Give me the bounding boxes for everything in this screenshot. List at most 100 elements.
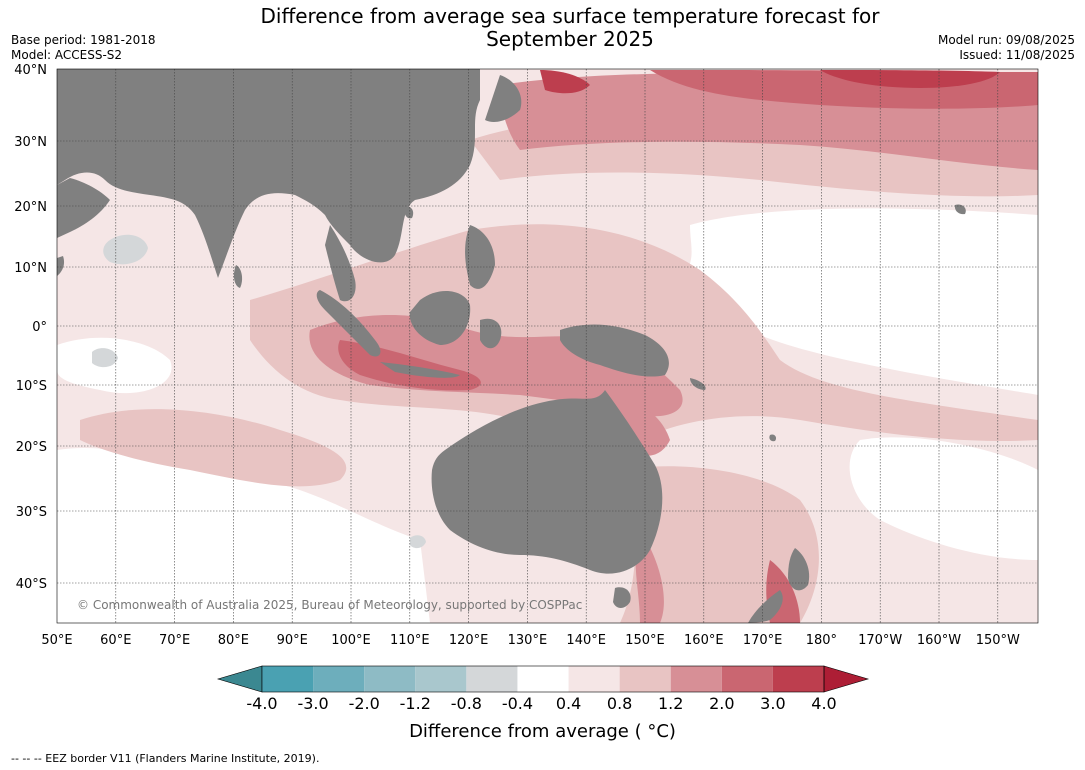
land-hawaii (954, 204, 966, 215)
colorbar: -4.0 -3.0 -2.0 -1.2 -0.8 -0.4 0.4 0.8 1.2 2.0 3.0 4… (216, 665, 870, 713)
lon-label: 150°W (976, 633, 1020, 648)
cool-patch-arabian-sea (103, 234, 148, 265)
latitude-labels: 40°N 30°N 20°N 10°N 0° 10°S 20°S 30°S 40°S (14, 63, 47, 592)
colorbar-tick-label: -4.0 (246, 694, 277, 713)
colorbar-segment (721, 666, 773, 692)
colorbar-tick-label: 0.4 (556, 694, 581, 713)
lon-label: 100°E (331, 633, 371, 648)
land-arabia (57, 178, 110, 238)
map-frame (56, 68, 1039, 624)
colorbar-tick-label: -0.8 (451, 694, 482, 713)
colorbar-segment (364, 666, 416, 692)
land-new-zealand-south (748, 590, 783, 623)
lat-label: 30°N (14, 135, 47, 150)
cool-patch-western-indian (92, 348, 118, 368)
meta-right: Model run: 09/08/2025 Issued: 11/08/2025 (938, 33, 1075, 63)
neutral-zone-southwest-pacific (849, 437, 1038, 560)
lat-label: 20°N (14, 200, 47, 215)
lon-label: 110°E (390, 633, 430, 648)
land-australia (431, 390, 663, 574)
colorbar-segment (670, 666, 722, 692)
lon-label: 120°E (449, 633, 489, 648)
model-run: Model run: 09/08/2025 (937, 33, 1075, 47)
copyright-notice: © Commonwealth of Australia 2025, Bureau… (77, 598, 583, 612)
lat-label: 20°S (16, 440, 47, 455)
colorbar-tick-label: -0.4 (502, 694, 533, 713)
lat-label: 30°S (16, 505, 47, 520)
land-sri-lanka (233, 265, 243, 288)
lon-label: 80°E (218, 633, 249, 648)
lon-label: 130°E (508, 633, 548, 648)
colorbar-frame (261, 665, 825, 693)
eez-footer-note: -- -- -- EEZ border V11 (Flanders Marine… (11, 752, 320, 765)
colorbar-segment (313, 666, 365, 692)
colorbar-tick-label: -1.2 (400, 694, 431, 713)
issued-date: Issued: 11/08/2025 (959, 48, 1075, 62)
colorbar-tick-label: 4.0 (811, 694, 836, 713)
land-fiji (769, 434, 777, 442)
lon-label: 50°E (41, 633, 72, 648)
land-asia (57, 69, 480, 278)
lat-label: 0° (32, 320, 47, 335)
neutral-zone-central-pacific (670, 208, 1038, 395)
chart-title: Difference from average sea surface temp… (180, 5, 960, 51)
colorbar-segment (415, 666, 467, 692)
lon-label: 140°E (566, 633, 606, 648)
land-new-guinea (560, 324, 669, 377)
base-period: Base period: 1981-2018 (11, 33, 156, 47)
lon-label: 160°E (684, 633, 724, 648)
longitude-labels: 50°E 60°E 70°E 80°E 90°E 100°E 110°E 120°E 130°E… (41, 633, 1020, 648)
land-taiwan (404, 206, 414, 219)
extreme-patch-north-pacific (820, 70, 1000, 88)
land-tasmania (613, 587, 631, 608)
meta-left: Base period: 1981-2018 Model: ACCESS-S2 (11, 33, 156, 63)
lon-label: 160°W (917, 633, 961, 648)
lon-label: 170°W (858, 633, 902, 648)
lon-label: 90°E (277, 633, 308, 648)
land-sumatra (316, 290, 381, 357)
colorbar-segment (772, 666, 824, 692)
colorbar-tick-label: -2.0 (349, 694, 380, 713)
colorbar-title: Difference from average ( °C) (409, 721, 676, 742)
colorbar-segment (466, 666, 518, 692)
colorbar-tick-label: 1.2 (658, 694, 683, 713)
colorbar-over-arrow (823, 665, 870, 693)
lon-label: 60°E (100, 633, 131, 648)
land-new-zealand-north (788, 548, 810, 591)
lat-label: 10°S (16, 379, 47, 394)
lon-label: 150°E (625, 633, 665, 648)
land-horn-of-africa (57, 256, 65, 276)
map-area (57, 69, 1038, 623)
colorbar-tick-label: 0.8 (607, 694, 632, 713)
title-line-2: September 2025 (486, 27, 654, 51)
extreme-patch-japan (540, 70, 590, 94)
model-name: Model: ACCESS-S2 (11, 48, 123, 62)
colorbar-tick-label: 3.0 (760, 694, 785, 713)
land-solomon-islands (690, 378, 706, 390)
colorbar-tick-label: 2.0 (709, 694, 734, 713)
lat-label: 10°N (14, 261, 47, 276)
land-java (380, 362, 460, 378)
colorbar-tick-label: -3.0 (297, 694, 328, 713)
colorbar-segment (619, 666, 671, 692)
neutral-zone-southern-indian (57, 447, 430, 623)
land-malay-peninsula (325, 225, 356, 302)
lat-label: 40°S (16, 577, 47, 592)
land-borneo (409, 290, 471, 345)
land-philippines (465, 225, 495, 289)
lat-label: 40°N (14, 63, 47, 78)
colorbar-segment (568, 666, 620, 692)
neutral-zone-western-indian (57, 337, 172, 394)
lon-label: 180° (806, 633, 837, 648)
colorbar-segment (517, 666, 569, 692)
cool-patch-south-indian (410, 535, 426, 549)
lon-label: 70°E (159, 633, 190, 648)
colorbar-under-arrow (216, 665, 263, 693)
land-japan (485, 75, 522, 122)
warm-band-southern-indian (80, 409, 347, 487)
gridlines (57, 69, 1038, 623)
colorbar-segment (262, 666, 314, 692)
title-line-1: Difference from average sea surface temp… (260, 4, 880, 28)
lon-label: 170°E (743, 633, 783, 648)
